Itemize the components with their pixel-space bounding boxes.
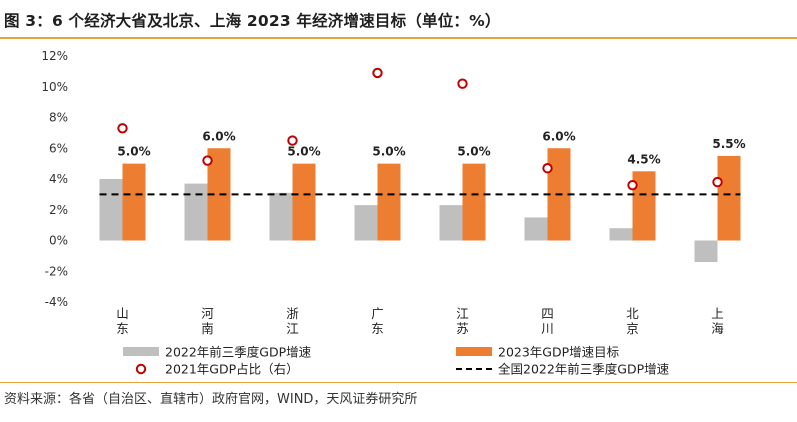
category-label: 山东 — [116, 306, 129, 336]
category-label: 北京 — [626, 306, 639, 336]
y-tick-label: 4% — [49, 172, 68, 186]
footer-divider — [0, 382, 797, 383]
bar-2023-gdp-target — [717, 155, 741, 241]
bar-2022-q3-gdp-growth — [99, 179, 123, 241]
marker-2021-gdp-share — [712, 176, 723, 188]
y-tick-label: 6% — [49, 141, 68, 155]
data-label: 5.0% — [457, 145, 490, 159]
chart-title: 图 3：6 个经济大省及北京、上海 2023 年经济增速目标（单位：%） — [4, 12, 501, 30]
data-label: 5.5% — [712, 137, 745, 151]
marker-2021-gdp-share — [542, 163, 553, 174]
legend-swatch — [456, 347, 492, 356]
legend-swatch — [123, 347, 159, 356]
bar-2022-q3-gdp-growth — [694, 240, 718, 263]
y-tick-label: 10% — [41, 80, 68, 94]
category-label: 上海 — [711, 306, 724, 336]
data-label: 4.5% — [627, 152, 660, 166]
bar-2023-gdp-target — [462, 163, 486, 241]
bar-2022-q3-gdp-growth — [439, 205, 463, 241]
title-divider — [0, 37, 797, 39]
y-tick-label: 2% — [49, 203, 68, 217]
bar-2022-q3-gdp-growth — [184, 183, 208, 241]
source-note: 资料来源：各省（自治区、直辖市）政府官网，WIND，天风证券研究所 — [4, 392, 418, 407]
marker-2021-gdp-share — [287, 135, 298, 146]
gdp-share-markers-group — [117, 67, 723, 191]
legend-label: 全国2022年前三季度GDP增速 — [498, 362, 670, 377]
category-label: 浙江 — [286, 306, 299, 336]
bars-group — [99, 148, 741, 263]
y-tick-label: -4% — [45, 295, 68, 309]
bar-2022-q3-gdp-growth — [354, 205, 378, 241]
data-label: 5.0% — [372, 145, 405, 159]
category-label: 四川 — [541, 306, 554, 336]
bar-2022-q3-gdp-growth — [609, 228, 633, 241]
y-tick-label: 8% — [49, 111, 68, 125]
marker-2021-gdp-share — [202, 155, 213, 166]
chart-svg: -4%-2%0%2%4%6%8%10%12% 5.0%6.0%5.0% 5.0% 5… — [41, 49, 745, 377]
legend-label: 2023年GDP增速目标 — [498, 345, 619, 360]
y-tick-label: 12% — [41, 49, 68, 63]
category-label: 河南 — [201, 306, 214, 336]
bar-2022-q3-gdp-growth — [524, 217, 548, 241]
y-axis: -4% -2% 0% 2% 4% 6% 8% 10% 12% — [41, 49, 68, 309]
category-label: 广东 — [371, 306, 384, 336]
data-label: 5.0% — [287, 145, 320, 159]
bar-2023-gdp-target — [207, 148, 231, 241]
y-tick-label: 0% — [49, 234, 68, 248]
x-axis: 山东 河南 浙江 广东 江苏 四川 北京 上海 — [116, 306, 724, 336]
legend-label: 2021年GDP占比（右） — [165, 362, 299, 377]
bar-2022-q3-gdp-growth — [269, 192, 293, 241]
y-tick-label: -2% — [45, 264, 68, 278]
legend-swatch — [135, 363, 147, 375]
data-labels-group: 5.0% 6.0% 5.0% 5.0% 5.0% 6.0% 4.5% 5.5% — [117, 129, 745, 166]
legend-label: 2022年前三季度GDP增速 — [165, 345, 312, 360]
data-label: 6.0% — [542, 129, 575, 143]
marker-2021-gdp-share — [457, 78, 468, 89]
bar-2023-gdp-target — [122, 163, 146, 241]
marker-2021-gdp-share — [117, 123, 128, 134]
marker-2021-gdp-share — [627, 179, 638, 191]
bar-2023-gdp-target — [377, 163, 401, 241]
bar-2023-gdp-target — [292, 163, 316, 241]
category-label: 江苏 — [456, 306, 469, 336]
bar-2023-gdp-target — [632, 171, 656, 241]
data-label: 5.0% — [117, 145, 150, 159]
data-label: 6.0% — [202, 129, 235, 143]
marker-2021-gdp-share — [372, 67, 383, 79]
legend: 2022年前三季度GDP增速 2023年GDP增速目标 2021年GDP占比（右） 全… — [123, 345, 670, 377]
